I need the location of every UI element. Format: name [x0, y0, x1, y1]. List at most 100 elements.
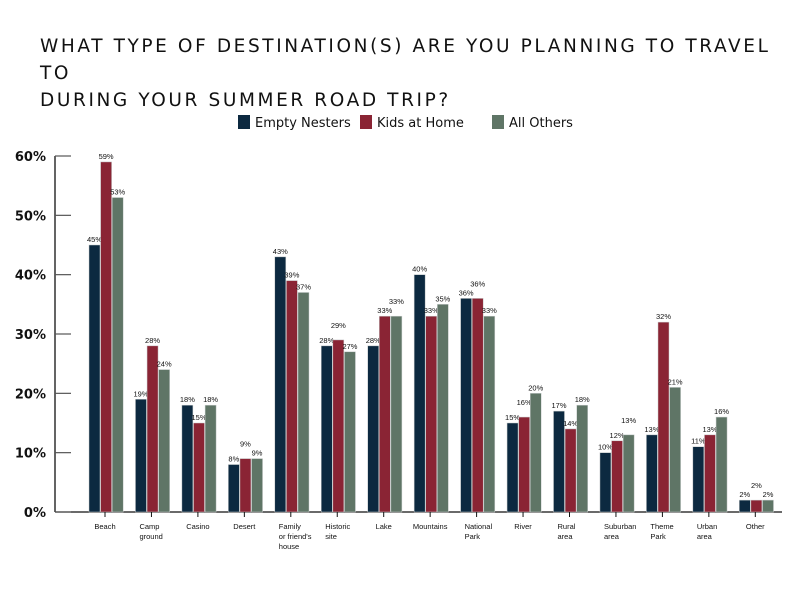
data-label: 28%: [145, 336, 160, 345]
data-label: 43%: [273, 247, 288, 256]
data-label: 20%: [528, 383, 543, 392]
y-tick-label: 30%: [15, 328, 46, 343]
data-label: 59%: [99, 152, 114, 161]
bar: [135, 399, 147, 513]
legend-swatch-0: [238, 115, 250, 129]
bar: [437, 304, 449, 513]
data-label: 10%: [598, 443, 613, 452]
y-tick-label: 10%: [15, 447, 46, 462]
bar: [100, 161, 112, 513]
bar: [146, 345, 159, 513]
x-tick-label: National: [465, 522, 493, 531]
bar: [228, 464, 240, 513]
bar: [692, 446, 705, 513]
data-label: 39%: [284, 271, 299, 280]
bar: [204, 404, 217, 513]
x-tick-label: Mountains: [413, 522, 448, 531]
chart-title-line-2: DURING YOUR SUMMER ROAD TRIP?: [40, 90, 451, 111]
data-label: 35%: [435, 294, 450, 303]
bar: [344, 351, 356, 513]
chart-title-line-1: WHAT TYPE OF DESTINATION(S) ARE YOU PLAN…: [40, 36, 771, 84]
x-tick-label: Casino: [186, 522, 209, 531]
x-tick-label: Lake: [376, 522, 392, 531]
bar: [657, 321, 670, 513]
x-tick-label: Historic: [325, 522, 350, 531]
x-tick-label: site: [325, 532, 337, 541]
data-label: 21%: [668, 377, 683, 386]
bar: [483, 315, 496, 513]
x-tick-label: Family: [279, 522, 301, 531]
data-label: 18%: [203, 395, 218, 404]
bar: [715, 416, 728, 513]
bar: [704, 434, 716, 513]
bar: [158, 369, 170, 513]
bar: [564, 428, 577, 513]
data-label: 15%: [505, 413, 520, 422]
legend-swatch-1: [360, 115, 372, 129]
bar: [413, 274, 426, 513]
data-label: 36%: [470, 279, 485, 288]
bar: [576, 404, 588, 513]
bar: [239, 458, 252, 513]
bar: [622, 434, 635, 513]
bar: [518, 416, 530, 513]
data-label: 33%: [389, 297, 404, 306]
bar: [669, 387, 681, 513]
data-label: 13%: [702, 425, 717, 434]
data-label: 32%: [656, 312, 671, 321]
bar: [471, 298, 484, 513]
bar: [193, 422, 205, 513]
y-tick-label: 0%: [24, 506, 46, 521]
x-tick-label: Beach: [94, 522, 115, 531]
legend-label-1: Kids at Home: [377, 116, 464, 131]
bar: [460, 298, 472, 513]
data-label: 45%: [87, 235, 102, 244]
x-tick-label: Urban: [697, 522, 717, 531]
y-tick-label: 20%: [15, 387, 46, 402]
bar: [332, 339, 345, 513]
x-tick-label: area: [604, 532, 620, 541]
bar: [739, 499, 751, 513]
y-tick-label: 60%: [15, 150, 46, 165]
data-label: 13%: [621, 416, 636, 425]
bar: [425, 315, 437, 513]
bar: [646, 434, 658, 513]
x-tick-label: Camp: [139, 522, 159, 531]
x-tick-label: Rural: [558, 522, 576, 531]
y-tick-label: 50%: [15, 209, 46, 224]
data-label: 16%: [517, 398, 532, 407]
data-label: 53%: [110, 188, 125, 197]
x-tick-label: or friend's: [279, 532, 312, 541]
data-label: 13%: [644, 425, 659, 434]
data-label: 33%: [424, 306, 439, 315]
data-label: 27%: [342, 342, 357, 351]
bar: [367, 345, 379, 513]
bar: [553, 410, 565, 513]
x-tick-label: Park: [465, 532, 481, 541]
x-tick-label: Theme: [650, 522, 673, 531]
data-label: 14%: [563, 419, 578, 428]
data-label: 40%: [412, 265, 427, 274]
bar: [88, 244, 101, 513]
bar: [762, 499, 774, 513]
data-label: 8%: [228, 455, 239, 464]
bar: [274, 256, 287, 513]
data-label: 9%: [252, 449, 263, 458]
bar: [599, 452, 612, 513]
bar: [111, 197, 124, 513]
data-label: 2%: [739, 490, 750, 499]
data-label: 28%: [319, 336, 334, 345]
data-label: 18%: [575, 395, 590, 404]
bar: [390, 315, 403, 513]
x-tick-label: area: [558, 532, 574, 541]
data-label: 33%: [377, 306, 392, 315]
data-label: 15%: [191, 413, 206, 422]
x-tick-label: Park: [650, 532, 666, 541]
bar: [286, 280, 298, 513]
legend-label-2: All Others: [509, 116, 573, 131]
legend-label-0: Empty Nesters: [255, 116, 351, 131]
data-label: 29%: [331, 321, 346, 330]
data-label: 18%: [180, 395, 195, 404]
bar: [530, 393, 542, 513]
